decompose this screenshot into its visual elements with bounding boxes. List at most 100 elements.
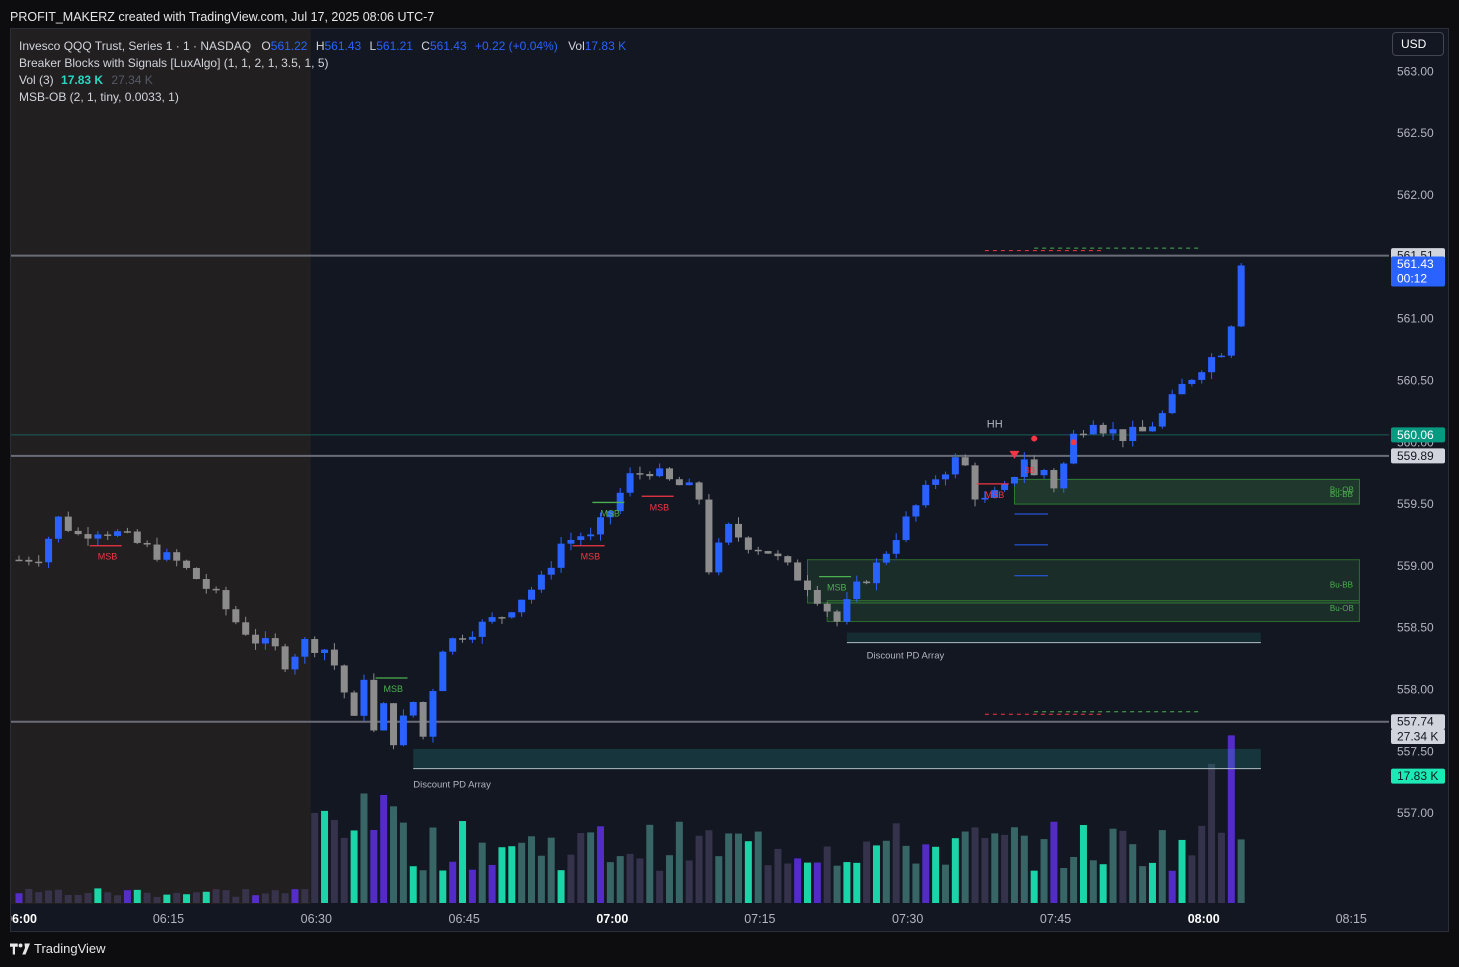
candle-body[interactable] — [1010, 476, 1018, 484]
candle-body[interactable] — [902, 516, 910, 541]
candle-body[interactable] — [1217, 355, 1225, 358]
candle-body[interactable] — [488, 617, 496, 622]
candle-body[interactable] — [951, 457, 959, 475]
candle-body[interactable] — [104, 534, 112, 536]
candle-body[interactable] — [1178, 383, 1186, 395]
candle-body[interactable] — [232, 609, 240, 623]
candle-body[interactable] — [252, 634, 260, 644]
candle-body[interactable] — [45, 538, 53, 563]
candle-body[interactable] — [350, 692, 358, 716]
candle-body[interactable] — [123, 531, 131, 533]
candle-body[interactable] — [1030, 459, 1038, 476]
candle-body[interactable] — [64, 516, 72, 531]
candle-body[interactable] — [321, 649, 329, 653]
candle-body[interactable] — [606, 511, 614, 518]
candle-body[interactable] — [202, 579, 210, 589]
candle-body[interactable] — [1208, 357, 1216, 373]
candle-body[interactable] — [429, 691, 437, 737]
candle-body[interactable] — [222, 590, 230, 610]
candle-body[interactable] — [587, 534, 595, 537]
candle-body[interactable] — [971, 465, 979, 500]
legend-indicator-luxalgo[interactable]: Breaker Blocks with Signals [LuxAlgo] (1… — [19, 56, 329, 70]
candle-body[interactable] — [725, 523, 733, 543]
candle-body[interactable] — [537, 574, 545, 590]
candle-body[interactable] — [685, 482, 693, 486]
candle-body[interactable] — [803, 580, 811, 590]
candle-body[interactable] — [744, 537, 752, 550]
chart-pane[interactable]: MSB MSB MSB MSB MSB MSB MSB HH BB Bu-OB Bu-BB Bu-BB… — [10, 28, 1449, 932]
candle-body[interactable] — [1188, 379, 1196, 384]
candle-body[interactable] — [311, 639, 319, 653]
candle-body[interactable] — [478, 621, 486, 637]
candle-body[interactable] — [173, 552, 181, 561]
candle-body[interactable] — [360, 679, 368, 716]
candle-body[interactable] — [133, 531, 141, 543]
candle-body[interactable] — [330, 649, 338, 666]
candle-body[interactable] — [675, 479, 683, 486]
candle-body[interactable] — [25, 559, 33, 562]
candle-body[interactable] — [212, 588, 220, 591]
candle-body[interactable] — [646, 474, 654, 477]
candle-body[interactable] — [1237, 265, 1245, 327]
candle-body[interactable] — [813, 589, 821, 604]
candle-body[interactable] — [774, 553, 782, 557]
candle-body[interactable] — [192, 567, 200, 580]
candle-body[interactable] — [1040, 470, 1048, 476]
price-chart[interactable]: MSBMSBMSBMSBMSBMSBMSBHHBBBu-OBBu-BBBu-BB… — [11, 29, 1449, 932]
candle-body[interactable] — [183, 560, 191, 568]
candle-body[interactable] — [449, 638, 457, 652]
candle-body[interactable] — [370, 679, 378, 731]
candle-body[interactable] — [242, 622, 250, 635]
candle-body[interactable] — [1227, 326, 1235, 356]
candle-body[interactable] — [823, 603, 831, 612]
candle-body[interactable] — [409, 701, 417, 716]
candle-body[interactable] — [567, 539, 575, 544]
candle-body[interactable] — [271, 638, 279, 647]
candle-body[interactable] — [281, 646, 289, 670]
candle-body[interactable] — [468, 636, 476, 640]
candle-body[interactable] — [892, 540, 900, 554]
candle-body[interactable] — [833, 611, 841, 622]
candle-body[interactable] — [577, 536, 585, 540]
candle-body[interactable] — [1148, 426, 1156, 432]
candle-body[interactable] — [301, 639, 309, 657]
candle-body[interactable] — [1001, 483, 1009, 491]
candle-body[interactable] — [981, 497, 989, 500]
candle-body[interactable] — [941, 474, 949, 480]
candle-body[interactable] — [1099, 424, 1107, 434]
candle-body[interactable] — [1020, 459, 1028, 477]
candle-body[interactable] — [656, 468, 664, 477]
candle-body[interactable] — [380, 703, 388, 731]
candle-body[interactable] — [1109, 429, 1117, 434]
tradingview-brand[interactable]: TradingView — [10, 941, 106, 956]
candle-body[interactable] — [419, 701, 427, 737]
candle-body[interactable] — [666, 468, 674, 480]
candle-body[interactable] — [932, 479, 940, 485]
candle-body[interactable] — [15, 559, 23, 562]
candle-body[interactable] — [547, 567, 555, 575]
candle-body[interactable] — [863, 581, 871, 584]
candle-body[interactable] — [991, 490, 999, 498]
candle-body[interactable] — [508, 612, 516, 618]
candle-body[interactable] — [1139, 426, 1147, 432]
candle-body[interactable] — [399, 715, 407, 746]
candle-body[interactable] — [843, 599, 851, 622]
candle-body[interactable] — [626, 473, 634, 493]
candle-body[interactable] — [1079, 433, 1087, 436]
candle-body[interactable] — [1158, 413, 1166, 427]
candle-body[interactable] — [597, 517, 605, 535]
candle-body[interactable] — [882, 553, 890, 563]
currency-button[interactable]: USD — [1392, 32, 1444, 56]
candle-body[interactable] — [853, 581, 861, 600]
legend-symbol[interactable]: Invesco QQQ Trust, Series 1 · 1 · NASDAQ — [19, 39, 252, 53]
candle-body[interactable] — [784, 556, 792, 563]
candle-body[interactable] — [705, 499, 713, 573]
candle-body[interactable] — [922, 484, 930, 506]
candle-body[interactable] — [94, 534, 102, 539]
candle-body[interactable] — [54, 516, 62, 539]
candle-body[interactable] — [1050, 470, 1058, 489]
candle-body[interactable] — [1168, 394, 1176, 414]
candle-body[interactable] — [114, 531, 122, 536]
candle-body[interactable] — [35, 561, 43, 564]
candle-body[interactable] — [84, 534, 92, 539]
